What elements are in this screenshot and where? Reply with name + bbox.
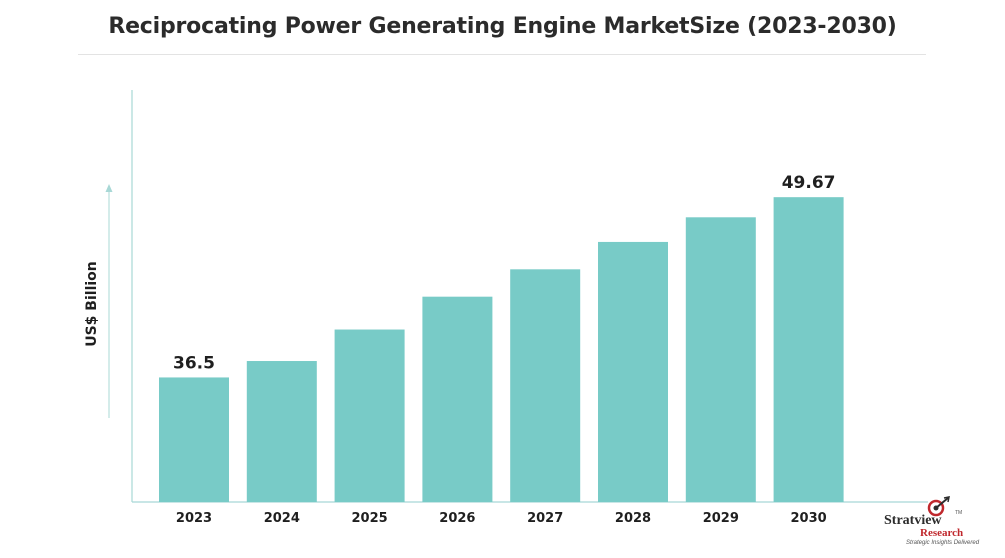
bar-2024	[246, 361, 317, 502]
logo-subname: Research	[920, 527, 964, 539]
y-arrow-head-icon	[105, 184, 113, 192]
bar-2023	[159, 377, 229, 502]
bar-2028	[598, 241, 668, 503]
x-tick-label-2023: 2023	[176, 511, 212, 526]
chart-title: Reciprocating Power Generating Engine Ma…	[108, 14, 897, 39]
x-tick-label-2025: 2025	[352, 511, 388, 526]
bar-2025	[334, 329, 405, 502]
bar-2030	[773, 197, 844, 502]
logo-mark-icon	[927, 496, 950, 517]
bar-2029	[685, 217, 756, 502]
bar-2027	[510, 269, 581, 502]
x-tick-label-2024: 2024	[264, 511, 300, 526]
x-tick-label-2028: 2028	[615, 511, 651, 526]
data-label-2030: 49.67	[782, 173, 836, 193]
stratview-logo: Stratview TM Research Strategic Insights…	[884, 496, 980, 550]
x-tick-label-2027: 2027	[527, 511, 563, 526]
title-divider	[78, 54, 926, 55]
x-tick-label-2026: 2026	[439, 511, 475, 526]
y-axis-label: US$ Billion	[84, 261, 100, 347]
logo-name: Stratview	[884, 513, 942, 528]
bar-2026	[422, 296, 493, 502]
x-tick-label-2030: 2030	[791, 511, 827, 526]
x-tick-label-2029: 2029	[703, 511, 739, 526]
logo-tagline: Strategic Insights Delivered	[906, 540, 980, 546]
data-label-2023: 36.5	[173, 353, 215, 373]
logo-tm: TM	[955, 510, 963, 516]
